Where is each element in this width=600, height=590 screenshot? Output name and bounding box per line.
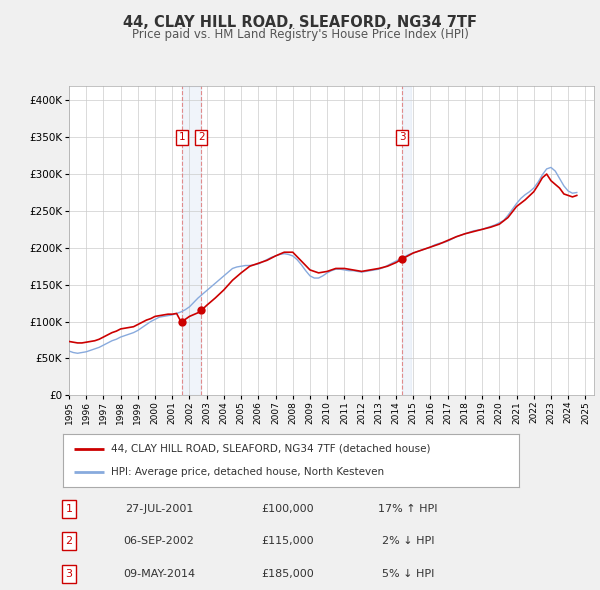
Text: 44, CLAY HILL ROAD, SLEAFORD, NG34 7TF (detached house): 44, CLAY HILL ROAD, SLEAFORD, NG34 7TF (… [111, 444, 430, 454]
Text: 3: 3 [399, 132, 406, 142]
Text: 5% ↓ HPI: 5% ↓ HPI [382, 569, 434, 579]
Text: 09-MAY-2014: 09-MAY-2014 [123, 569, 195, 579]
Text: 06-SEP-2002: 06-SEP-2002 [124, 536, 194, 546]
Text: £115,000: £115,000 [262, 536, 314, 546]
Text: £185,000: £185,000 [262, 569, 314, 579]
Text: 3: 3 [65, 569, 73, 579]
Text: 2: 2 [198, 132, 205, 142]
Text: 2% ↓ HPI: 2% ↓ HPI [382, 536, 434, 546]
Text: Price paid vs. HM Land Registry's House Price Index (HPI): Price paid vs. HM Land Registry's House … [131, 28, 469, 41]
Text: 2: 2 [65, 536, 73, 546]
Text: 44, CLAY HILL ROAD, SLEAFORD, NG34 7TF: 44, CLAY HILL ROAD, SLEAFORD, NG34 7TF [123, 15, 477, 30]
Text: 1: 1 [179, 132, 185, 142]
Bar [402, 86, 411, 395]
Bar [182, 86, 201, 395]
Text: 17% ↑ HPI: 17% ↑ HPI [378, 504, 438, 514]
Text: HPI: Average price, detached house, North Kesteven: HPI: Average price, detached house, Nort… [111, 467, 384, 477]
Text: £100,000: £100,000 [262, 504, 314, 514]
Text: 1: 1 [65, 504, 73, 514]
Text: 27-JUL-2001: 27-JUL-2001 [125, 504, 193, 514]
